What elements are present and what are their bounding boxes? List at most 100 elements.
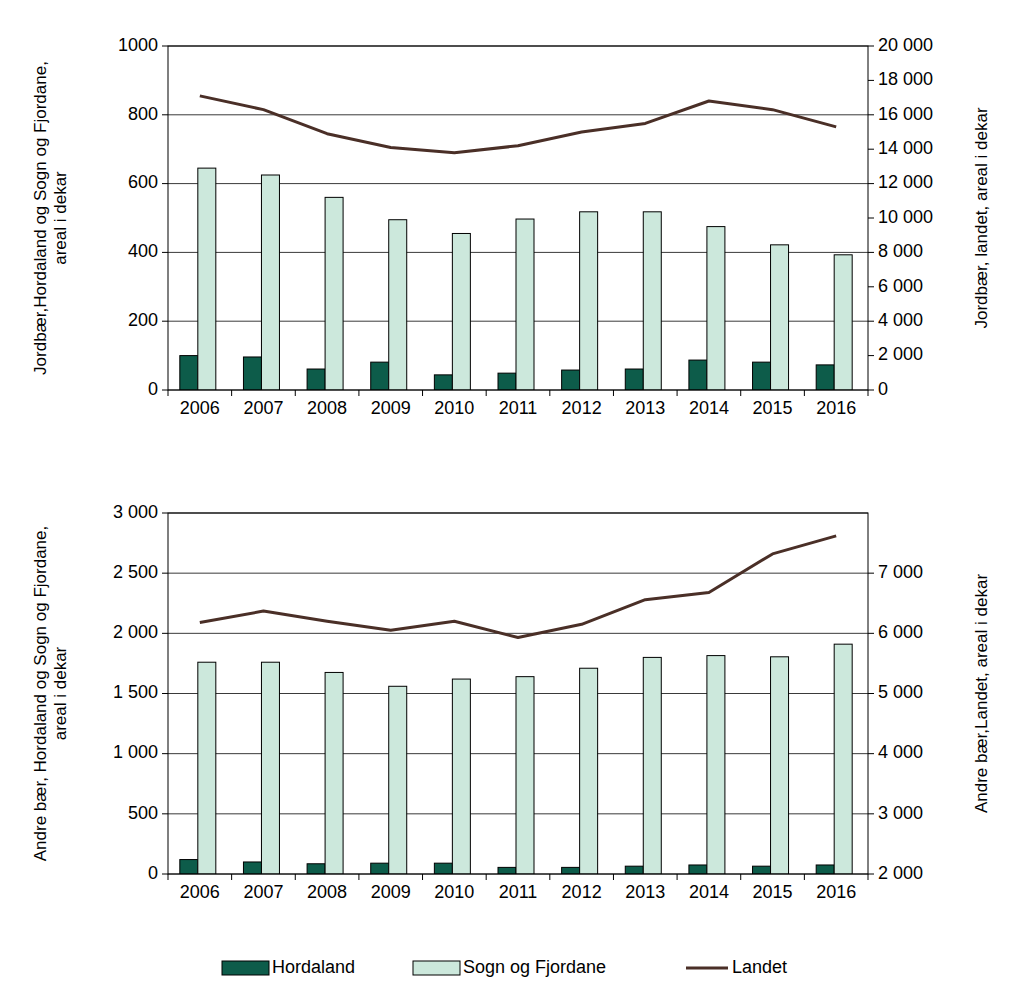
line [200, 96, 836, 153]
legend-swatch [413, 961, 460, 975]
tick [162, 252, 168, 253]
tick-label: 7 000 [878, 562, 923, 582]
bar [689, 360, 707, 390]
bar [371, 362, 389, 390]
x-tick [295, 874, 296, 880]
tick-label: 12 000 [878, 172, 933, 192]
bar [389, 686, 407, 874]
x-tick [740, 874, 741, 880]
x-tick [168, 390, 169, 396]
grid-line [168, 573, 868, 574]
category-label: 2014 [689, 398, 729, 418]
category-label: 2007 [243, 882, 283, 902]
bar [307, 864, 325, 874]
tick-label: 18 000 [878, 69, 933, 89]
tick-label: 1000 [118, 35, 158, 55]
tick [868, 693, 874, 694]
tick-label: 4 000 [878, 742, 923, 762]
bar [434, 863, 452, 874]
bar [243, 862, 261, 874]
grid-line [168, 633, 868, 634]
x-tick [486, 390, 487, 396]
tick [162, 633, 168, 634]
bar [643, 657, 661, 874]
bar [771, 657, 789, 874]
legend-swatch [222, 961, 269, 975]
x-tick [231, 390, 232, 396]
tick [868, 114, 874, 115]
category-label: 2006 [180, 882, 220, 902]
bar [516, 219, 534, 390]
bar [771, 245, 789, 390]
tick-label: 4 000 [878, 310, 923, 330]
category-label: 2016 [816, 882, 856, 902]
y-axis-title: Jordbær,Hordaland og Sogn og Fjordane,ar… [31, 61, 70, 375]
tick [162, 573, 168, 574]
bar [816, 865, 834, 874]
category-label: 2012 [562, 882, 602, 902]
bar [834, 644, 852, 874]
x-tick [549, 390, 550, 396]
tick [162, 321, 168, 322]
bar [371, 863, 389, 874]
bar [434, 375, 452, 390]
x-tick [295, 390, 296, 396]
plot-area [180, 536, 852, 874]
tick [162, 513, 168, 514]
plot-frame [168, 46, 868, 390]
x-tick [677, 874, 678, 880]
category-label: 2013 [625, 882, 665, 902]
tick [868, 321, 874, 322]
category-label: 2009 [371, 882, 411, 902]
bar [562, 370, 580, 390]
category-label: 2007 [243, 398, 283, 418]
x-tick [168, 874, 169, 880]
bar [689, 865, 707, 874]
tick-label: 3 000 [113, 502, 158, 522]
tick-label: 1 000 [113, 742, 158, 762]
tick-label: 0 [878, 379, 888, 399]
tick-label: 400 [128, 241, 158, 261]
label-line: Andre bær, Hordaland og Sogn og Fjordane… [31, 526, 50, 862]
bar [180, 860, 198, 874]
tick-label: 0 [148, 379, 158, 399]
legend-label: Hordaland [272, 957, 355, 977]
bar [516, 677, 534, 874]
y-axis-title: Andre bær, Hordaland og Sogn og Fjordane… [31, 526, 70, 862]
tick-label: 8 000 [878, 241, 923, 261]
bar [707, 227, 725, 390]
tick-label: 2 000 [878, 344, 923, 364]
tick [868, 753, 874, 754]
tick [868, 218, 874, 219]
x-tick [422, 390, 423, 396]
tick-label: 14 000 [878, 138, 933, 158]
legend: HordalandSogn og FjordaneLandet [222, 957, 787, 977]
category-label: 2012 [562, 398, 602, 418]
category-label: 2010 [434, 398, 474, 418]
bar [452, 679, 470, 874]
tick [868, 149, 874, 150]
bar [625, 866, 643, 874]
tick-label: 16 000 [878, 104, 933, 124]
tick [162, 183, 168, 184]
bar [198, 168, 216, 390]
label-line: Andre bær,Landet, areal i dekar [972, 574, 991, 813]
tick-label: 0 [148, 863, 158, 883]
bar [580, 212, 598, 390]
x-tick [358, 390, 359, 396]
tick [868, 252, 874, 253]
bar [180, 356, 198, 390]
figure: 0200400600800100002 0004 0006 0008 00010… [0, 0, 1024, 1001]
tick [868, 286, 874, 287]
bar [198, 662, 216, 874]
tick [162, 693, 168, 694]
tick-label: 5 000 [878, 682, 923, 702]
category-label: 2010 [434, 882, 474, 902]
tick-label: 500 [128, 803, 158, 823]
label-line: areal i dekar [51, 646, 70, 740]
bar [625, 369, 643, 390]
y2-axis-title: Jordbær, landet, areal i dekar [972, 107, 991, 328]
x-tick [613, 874, 614, 880]
tick-label: 600 [128, 172, 158, 192]
bar [816, 365, 834, 390]
